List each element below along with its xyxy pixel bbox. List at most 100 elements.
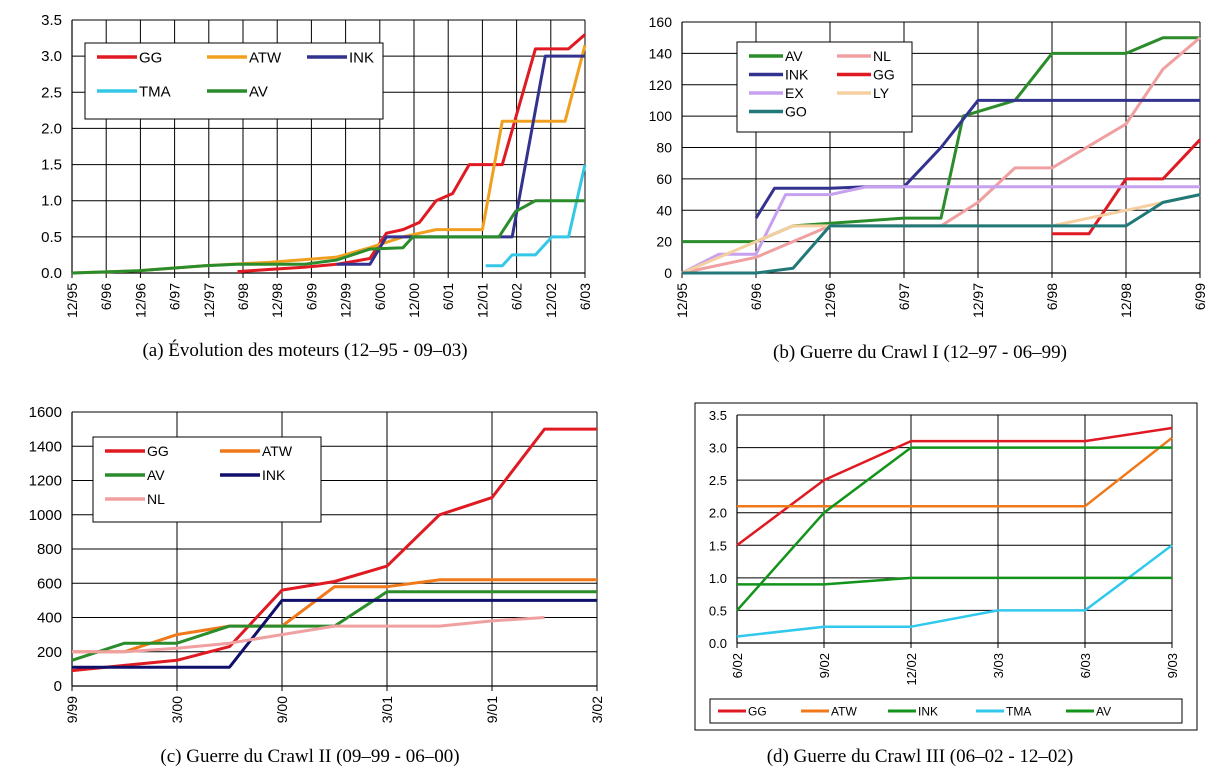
chart-c-series-gg-line — [71, 427, 597, 673]
chart-c-legend-label-nl: NL — [147, 491, 165, 507]
chart-b-legend-label-nl: NL — [873, 48, 891, 64]
chart-a-series-av-line — [71, 199, 585, 275]
chart-d-y-tick-label: 2.0 — [709, 506, 727, 521]
chart-a-legend-label-ink: INK — [349, 49, 374, 66]
chart-b-series-gg-line — [1052, 138, 1202, 236]
chart-d-series-atw-line — [737, 436, 1173, 508]
chart-b-series-nl-line — [681, 36, 1201, 275]
chart-c-x-tick-label: 3/01 — [379, 696, 395, 723]
chart-d-x-tick-label: 3/03 — [991, 653, 1006, 678]
chart-b-legend-label-go: GO — [785, 104, 807, 120]
chart-c-caption: (c) Guerre du Crawl II (09–99 - 06–00) — [160, 746, 460, 767]
chart-d-caption: (d) Guerre du Crawl III (06–02 - 12–02) — [766, 746, 1074, 767]
chart-a-x-tick-label: 12/98 — [269, 283, 285, 318]
chart-d-y-tick-label: 1.5 — [709, 538, 727, 553]
chart-b-svg: 0 20 40 60 80 100 120 140 160 12/95 6/96 12/96 6/97 1… — [649, 14, 1208, 318]
chart-d-y-tick-label: 3.5 — [709, 408, 727, 423]
chart-a-y-tick-label: 2.0 — [41, 120, 62, 137]
chart-a-x-tick-label: 6/99 — [303, 283, 319, 310]
chart-c-legend-label-atw: ATW — [262, 443, 293, 459]
chart-a-x-tick-label: 12/96 — [132, 283, 148, 318]
chart-a-x-tick-label: 12/99 — [338, 283, 354, 318]
chart-c-legend-label-gg: GG — [147, 443, 169, 459]
chart-d-x-tick-label: 9/03 — [1165, 653, 1180, 678]
chart-c-y-tick-label: 1000 — [29, 507, 62, 524]
chart-b-series-ly-line — [681, 193, 1201, 275]
chart-a-x-tick-label: 6/03 — [577, 283, 593, 310]
chart-b-y-tick-label: 160 — [649, 14, 673, 30]
chart-c-y-tick-label: 800 — [37, 541, 62, 558]
chart-d-y-tick-label: 3.0 — [709, 441, 727, 456]
chart-a-x-tick-label: 12/01 — [474, 283, 490, 318]
chart-b-y-tick-label: 40 — [656, 202, 672, 218]
chart-b-y-tick-label: 0 — [664, 265, 672, 281]
chart-a-x-tick-label: 12/95 — [64, 283, 80, 318]
chart-d-legend-label-av: AV — [1096, 704, 1111, 718]
chart-b-y-tick-label: 140 — [649, 45, 673, 61]
chart-a-x-tick-label: 6/98 — [235, 283, 251, 310]
chart-c-y-tick-label: 1200 — [29, 473, 62, 490]
chart-d-legend-box — [709, 698, 1183, 724]
chart-c-x-tick-label: 9/99 — [64, 696, 80, 723]
chart-panel-d: 0.0 0.5 1.0 1.5 2.0 2.5 3.0 3.5 6/02 9/02 12/02 3/0… — [610, 390, 1221, 774]
chart-a-y-tick-label: 3.5 — [41, 12, 62, 29]
chart-a-y-tick-label: 0.5 — [41, 229, 62, 246]
chart-a-caption: (a) Évolution des moteurs (12–95 - 09–03… — [142, 340, 468, 361]
chart-b-x-tick-label: 6/97 — [896, 283, 912, 310]
chart-a-svg: 0.0 0.5 1.0 1.5 2.0 2.5 3.0 3.5 12/95 6/96 12/96 6/… — [41, 12, 593, 318]
chart-b-y-tick-label: 100 — [649, 108, 673, 124]
chart-a-legend-label-atw: ATW — [249, 49, 282, 66]
chart-b-legend-label-av: AV — [785, 48, 803, 64]
chart-c-y-tick-label: 400 — [37, 610, 62, 627]
chart-b-caption: (b) Guerre du Crawl I (12–97 - 06–99) — [773, 342, 1067, 363]
chart-d-y-tick-label: 1.0 — [709, 571, 727, 586]
chart-a-series-gg-line — [237, 33, 586, 274]
chart-a-series-tma-line — [485, 164, 587, 268]
chart-d-x-tick-label: 9/02 — [817, 653, 832, 678]
chart-d-y-tick-label: 0.0 — [709, 636, 727, 651]
chart-d-svg: 0.0 0.5 1.0 1.5 2.0 2.5 3.0 3.5 6/02 9/02 12/02 3/0… — [694, 402, 1198, 731]
chart-panel-c: 0 200 400 600 800 1000 1200 1400 1600 9/99 3/00 9/0… — [0, 390, 610, 774]
chart-b-x-tick-label: 12/97 — [970, 283, 986, 318]
chart-b-legend-label-ex: EX — [785, 85, 804, 101]
chart-c-y-tick-label: 1400 — [29, 438, 62, 455]
chart-b-x-tick-label: 12/95 — [674, 283, 690, 318]
chart-d-legend-label-tma: TMA — [1006, 704, 1031, 718]
chart-a-legend-label-tma: TMA — [139, 83, 171, 100]
chart-a-x-tick-label: 6/97 — [167, 283, 183, 310]
chart-c-series-ink-line — [72, 598, 597, 669]
chart-d-legend-label-atw: ATW — [831, 704, 857, 718]
chart-a-x-tick-label: 12/97 — [201, 283, 217, 318]
chart-a-x-tick-label: 6/00 — [372, 283, 388, 310]
chart-panel-a: 0.0 0.5 1.0 1.5 2.0 2.5 3.0 3.5 12/95 6/96 12/96 6/… — [0, 0, 610, 380]
chart-c-series-nl-line — [72, 616, 545, 654]
chart-a-legend-label-av: AV — [249, 83, 268, 100]
chart-b-legend-label-ly: LY — [873, 85, 890, 101]
chart-c-series-av-line — [71, 590, 597, 662]
chart-c-y-tick-label: 600 — [37, 575, 62, 592]
chart-d-y-tick-label: 2.5 — [709, 473, 727, 488]
chart-b-series-go-line — [682, 193, 1201, 275]
chart-a-x-tick-label: 6/02 — [509, 283, 525, 310]
chart-c-svg: 0 200 400 600 800 1000 1200 1400 1600 9/99 3/00 9/0… — [29, 404, 605, 723]
chart-b-legend-label-ink: INK — [785, 67, 809, 83]
chart-d-y-tick-label: 0.5 — [709, 603, 727, 618]
chart-c-x-tick-label: 9/00 — [274, 696, 290, 723]
chart-a-y-tick-label: 1.0 — [41, 193, 62, 210]
chart-c-y-tick-label: 0 — [54, 678, 62, 695]
chart-a-x-tick-label: 6/96 — [98, 283, 114, 310]
chart-b-x-tick-label: 12/96 — [822, 283, 838, 318]
chart-a-x-tick-label: 12/00 — [406, 283, 422, 318]
chart-d-series-tma-line — [736, 544, 1173, 638]
chart-d-series-av-line — [737, 576, 1172, 586]
chart-d-series-ink-line — [736, 446, 1172, 612]
chart-a-legend-label-gg: GG — [139, 49, 162, 66]
chart-b-y-tick-label: 20 — [656, 234, 672, 250]
chart-d-x-tick-label: 12/02 — [904, 653, 919, 686]
chart-b-x-tick-label: 6/96 — [748, 283, 764, 310]
chart-d-legend-label-gg: GG — [748, 704, 767, 718]
chart-a-y-tick-label: 2.5 — [41, 84, 62, 101]
chart-b-y-tick-label: 120 — [649, 77, 673, 93]
chart-c-y-tick-label: 1600 — [29, 404, 62, 421]
chart-d-legend-label-ink: INK — [918, 704, 938, 718]
